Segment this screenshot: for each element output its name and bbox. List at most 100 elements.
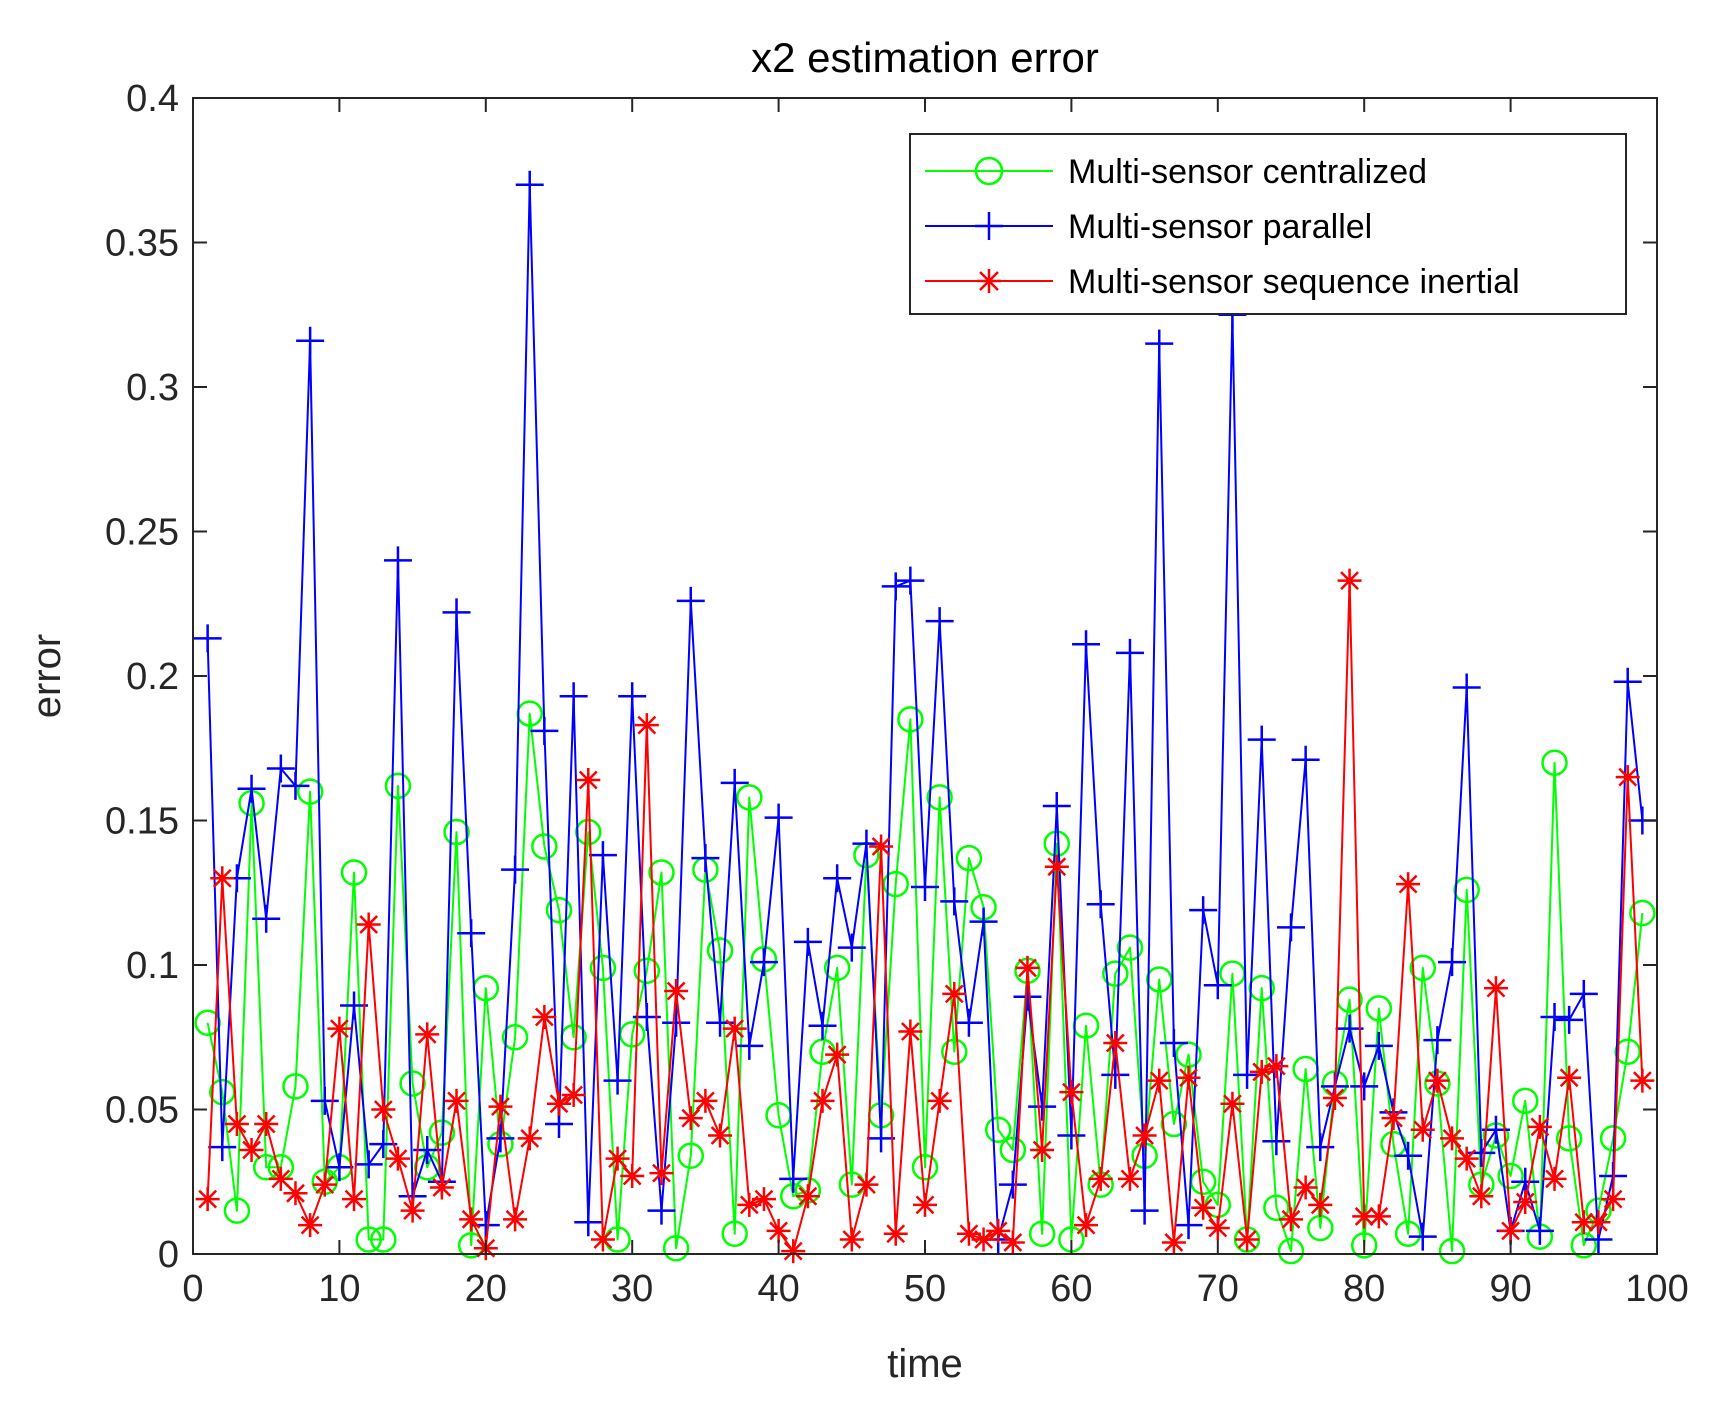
data-point-sequence-inertial <box>620 1163 645 1188</box>
data-point-sequence-inertial <box>1176 1065 1201 1090</box>
data-point-sequence-inertial <box>942 981 967 1006</box>
x-tick-label: 20 <box>465 1268 507 1310</box>
data-point-centralized <box>721 1220 748 1248</box>
data-point-sequence-inertial <box>1381 1106 1406 1131</box>
data-point-parallel <box>1101 1060 1130 1089</box>
data-point-sequence-inertial <box>1352 1204 1377 1229</box>
data-point-centralized <box>575 818 602 846</box>
data-point-centralized <box>823 954 851 982</box>
data-point-sequence-inertial <box>634 713 659 738</box>
data-point-sequence-inertial <box>1235 1227 1260 1252</box>
data-point-centralized <box>1350 1232 1378 1259</box>
data-point-parallel <box>296 326 325 355</box>
data-point-sequence-inertial <box>693 1088 718 1113</box>
data-point-centralized <box>1614 1038 1641 1065</box>
data-point-sequence-inertial <box>268 1166 293 1191</box>
data-point-sequence-inertial <box>385 1146 410 1171</box>
data-point-sequence-inertial <box>605 1146 630 1171</box>
data-point-parallel <box>749 948 778 977</box>
data-point-parallel <box>837 933 866 962</box>
data-point-sequence-inertial <box>766 1218 791 1243</box>
legend-label-sequence-inertial: Multi-sensor sequence inertial <box>1068 263 1520 301</box>
data-point-parallel <box>1569 979 1598 1008</box>
y-tick-label: 0.1 <box>126 945 179 987</box>
data-point-parallel <box>1028 1092 1057 1121</box>
data-point-sequence-inertial <box>283 1181 308 1206</box>
data-point-sequence-inertial <box>1571 1210 1596 1235</box>
data-point-sequence-inertial <box>751 1187 776 1212</box>
chart-title: x2 estimation error <box>751 34 1099 81</box>
data-point-sequence-inertial <box>1425 1068 1450 1093</box>
data-point-parallel <box>442 598 471 627</box>
data-point-parallel <box>735 1031 764 1060</box>
data-point-sequence-inertial <box>429 1175 454 1200</box>
data-point-parallel <box>383 546 412 575</box>
data-point-centralized <box>1277 1237 1305 1265</box>
data-point-centralized <box>1102 960 1129 987</box>
data-point-centralized <box>370 1226 397 1253</box>
data-point-centralized <box>399 1070 426 1097</box>
data-point-sequence-inertial <box>415 1022 440 1047</box>
data-point-parallel <box>266 754 295 783</box>
data-point-centralized <box>1438 1237 1466 1265</box>
data-point-sequence-inertial <box>224 1111 249 1136</box>
data-point-parallel <box>325 1153 354 1182</box>
data-point-parallel <box>676 586 705 615</box>
x-tick-label: 50 <box>904 1268 946 1310</box>
x-tick-label: 70 <box>1197 1268 1239 1310</box>
data-point-parallel <box>237 774 266 803</box>
legend-marker-parallel <box>975 212 1003 240</box>
data-point-parallel <box>1452 673 1481 702</box>
data-point-sequence-inertial <box>195 1187 220 1212</box>
data-point-parallel <box>1613 667 1642 696</box>
data-point-centralized <box>1145 966 1173 993</box>
data-point-parallel <box>969 907 998 936</box>
legend-box <box>909 133 1627 315</box>
legend-marker-centralized <box>974 156 1004 186</box>
data-point-centralized <box>1263 1194 1290 1222</box>
data-point-sequence-inertial <box>649 1161 674 1186</box>
data-point-centralized <box>443 818 470 846</box>
data-point-parallel <box>354 1150 383 1179</box>
data-point-sequence-inertial <box>1513 1189 1538 1214</box>
data-point-centralized <box>648 859 675 886</box>
data-point-sequence-inertial <box>1542 1166 1567 1191</box>
data-point-parallel <box>530 716 559 745</box>
y-tick-label: 0.2 <box>126 656 179 698</box>
data-point-sequence-inertial <box>239 1137 264 1162</box>
data-point-parallel <box>1189 896 1218 925</box>
data-point-centralized <box>1028 1220 1056 1248</box>
data-point-sequence-inertial <box>254 1111 279 1136</box>
series-centralized <box>194 700 1656 1265</box>
data-point-parallel <box>559 682 588 711</box>
data-point-sequence-inertial <box>1498 1218 1523 1243</box>
data-point-centralized <box>984 1116 1012 1143</box>
data-point-parallel <box>1115 638 1144 667</box>
data-point-sequence-inertial <box>781 1239 806 1264</box>
data-point-centralized <box>1497 1162 1524 1190</box>
data-point-parallel <box>574 1208 603 1237</box>
data-point-sequence-inertial <box>1205 1215 1230 1240</box>
data-point-centralized <box>706 937 734 964</box>
data-point-parallel <box>1233 1060 1262 1089</box>
data-point-parallel <box>1438 948 1467 977</box>
data-point-centralized <box>1116 934 1144 961</box>
data-point-centralized <box>384 772 412 800</box>
x-tick-label: 30 <box>611 1268 653 1310</box>
data-point-centralized <box>941 1038 968 1065</box>
data-point-parallel <box>1350 1072 1379 1101</box>
data-point-parallel <box>647 1196 676 1225</box>
data-point-parallel <box>940 887 969 916</box>
data-point-sequence-inertial <box>971 1227 996 1252</box>
data-point-sequence-inertial <box>342 1187 367 1212</box>
data-point-sequence-inertial <box>810 1088 835 1113</box>
data-point-parallel <box>911 872 939 901</box>
data-point-sequence-inertial <box>444 1088 469 1113</box>
data-point-centralized <box>677 1142 705 1169</box>
data-point-sequence-inertial <box>327 1016 352 1041</box>
data-point-parallel <box>1364 1031 1393 1060</box>
data-point-centralized <box>1380 1130 1407 1158</box>
data-point-sequence-inertial <box>1410 1117 1435 1142</box>
